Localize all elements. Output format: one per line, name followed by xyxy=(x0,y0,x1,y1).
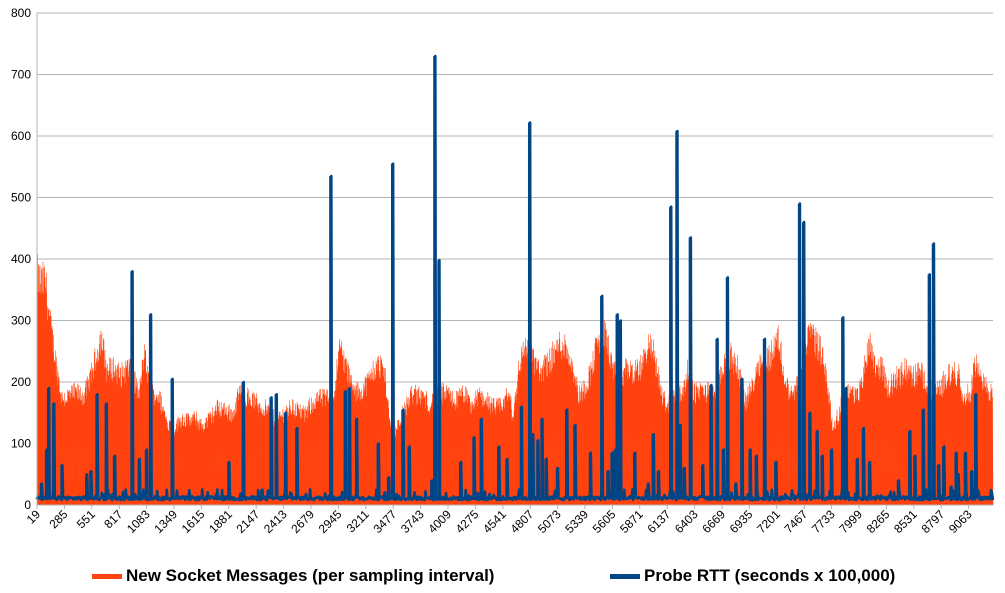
x-tick-label: 285 xyxy=(46,507,70,531)
legend-swatch-orange xyxy=(92,573,122,579)
x-tick-label: 6935 xyxy=(727,507,756,536)
y-tick-label: 0 xyxy=(24,498,31,512)
messages-area xyxy=(36,254,994,506)
x-tick-label: 3743 xyxy=(398,507,427,536)
y-tick-label: 100 xyxy=(11,437,31,451)
x-tick-label: 4275 xyxy=(453,507,482,536)
y-tick-label: 300 xyxy=(11,314,31,328)
x-tick-label: 7733 xyxy=(809,507,838,536)
x-tick-label: 6137 xyxy=(645,507,674,536)
x-tick-label: 1349 xyxy=(151,507,180,536)
x-tick-label: 8265 xyxy=(864,507,893,536)
probe-rtt-series xyxy=(35,54,995,502)
y-tick-label: 400 xyxy=(11,252,31,266)
x-tick-label: 8797 xyxy=(919,507,948,536)
x-tick-label: 2147 xyxy=(234,507,263,536)
x-tick-label: 4807 xyxy=(508,507,537,536)
legend-item-probe-rtt: Probe RTT (seconds x 100,000) xyxy=(610,566,895,586)
x-tick-label: 5871 xyxy=(617,507,646,536)
x-tick-label: 3477 xyxy=(371,507,400,536)
x-tick-label: 8531 xyxy=(891,507,920,536)
x-tick-label: 6669 xyxy=(699,507,728,536)
x-tick-label: 7999 xyxy=(836,507,865,536)
x-tick-label: 5339 xyxy=(562,507,591,536)
x-tick-label: 5073 xyxy=(535,507,564,536)
x-tick-label: 1083 xyxy=(124,507,153,536)
x-tick-label: 7467 xyxy=(782,507,811,536)
new-socket-messages-series xyxy=(36,254,994,506)
y-tick-label: 500 xyxy=(11,191,31,205)
x-tick-label: 3211 xyxy=(344,507,372,535)
y-tick-label: 600 xyxy=(11,129,31,143)
legend-label: Probe RTT (seconds x 100,000) xyxy=(644,566,896,585)
x-tick-label: 4009 xyxy=(425,507,454,536)
chart-legend: New Socket Messages (per sampling interv… xyxy=(0,566,1005,590)
x-tick-label: 4541 xyxy=(480,507,509,536)
x-axis-tick-labels: 19 285 551 81710831349161518812147241326792… xyxy=(24,507,975,536)
x-tick-label: 551 xyxy=(74,507,98,531)
axes xyxy=(36,13,993,509)
x-tick-label: 817 xyxy=(101,507,125,531)
legend-item-new-socket-messages: New Socket Messages (per sampling interv… xyxy=(92,566,494,586)
legend-swatch-blue xyxy=(610,573,640,579)
x-tick-label: 9063 xyxy=(946,507,975,536)
x-tick-label: 1615 xyxy=(179,507,208,536)
y-tick-label: 200 xyxy=(11,375,31,389)
x-tick-label: 6403 xyxy=(672,507,701,536)
legend-label: New Socket Messages (per sampling interv… xyxy=(126,566,495,585)
x-tick-label: 2413 xyxy=(261,507,290,536)
x-tick-label: 2679 xyxy=(288,507,317,536)
x-tick-label: 7201 xyxy=(754,507,783,536)
y-tick-label: 800 xyxy=(11,6,31,20)
x-tick-label: 5605 xyxy=(590,507,619,536)
x-tick-label: 1881 xyxy=(206,507,235,536)
y-tick-label: 700 xyxy=(11,68,31,82)
y-axis-tick-labels: 0 100 200 300 400 500 600 700 800 xyxy=(11,6,31,512)
x-tick-label: 2945 xyxy=(316,507,345,536)
